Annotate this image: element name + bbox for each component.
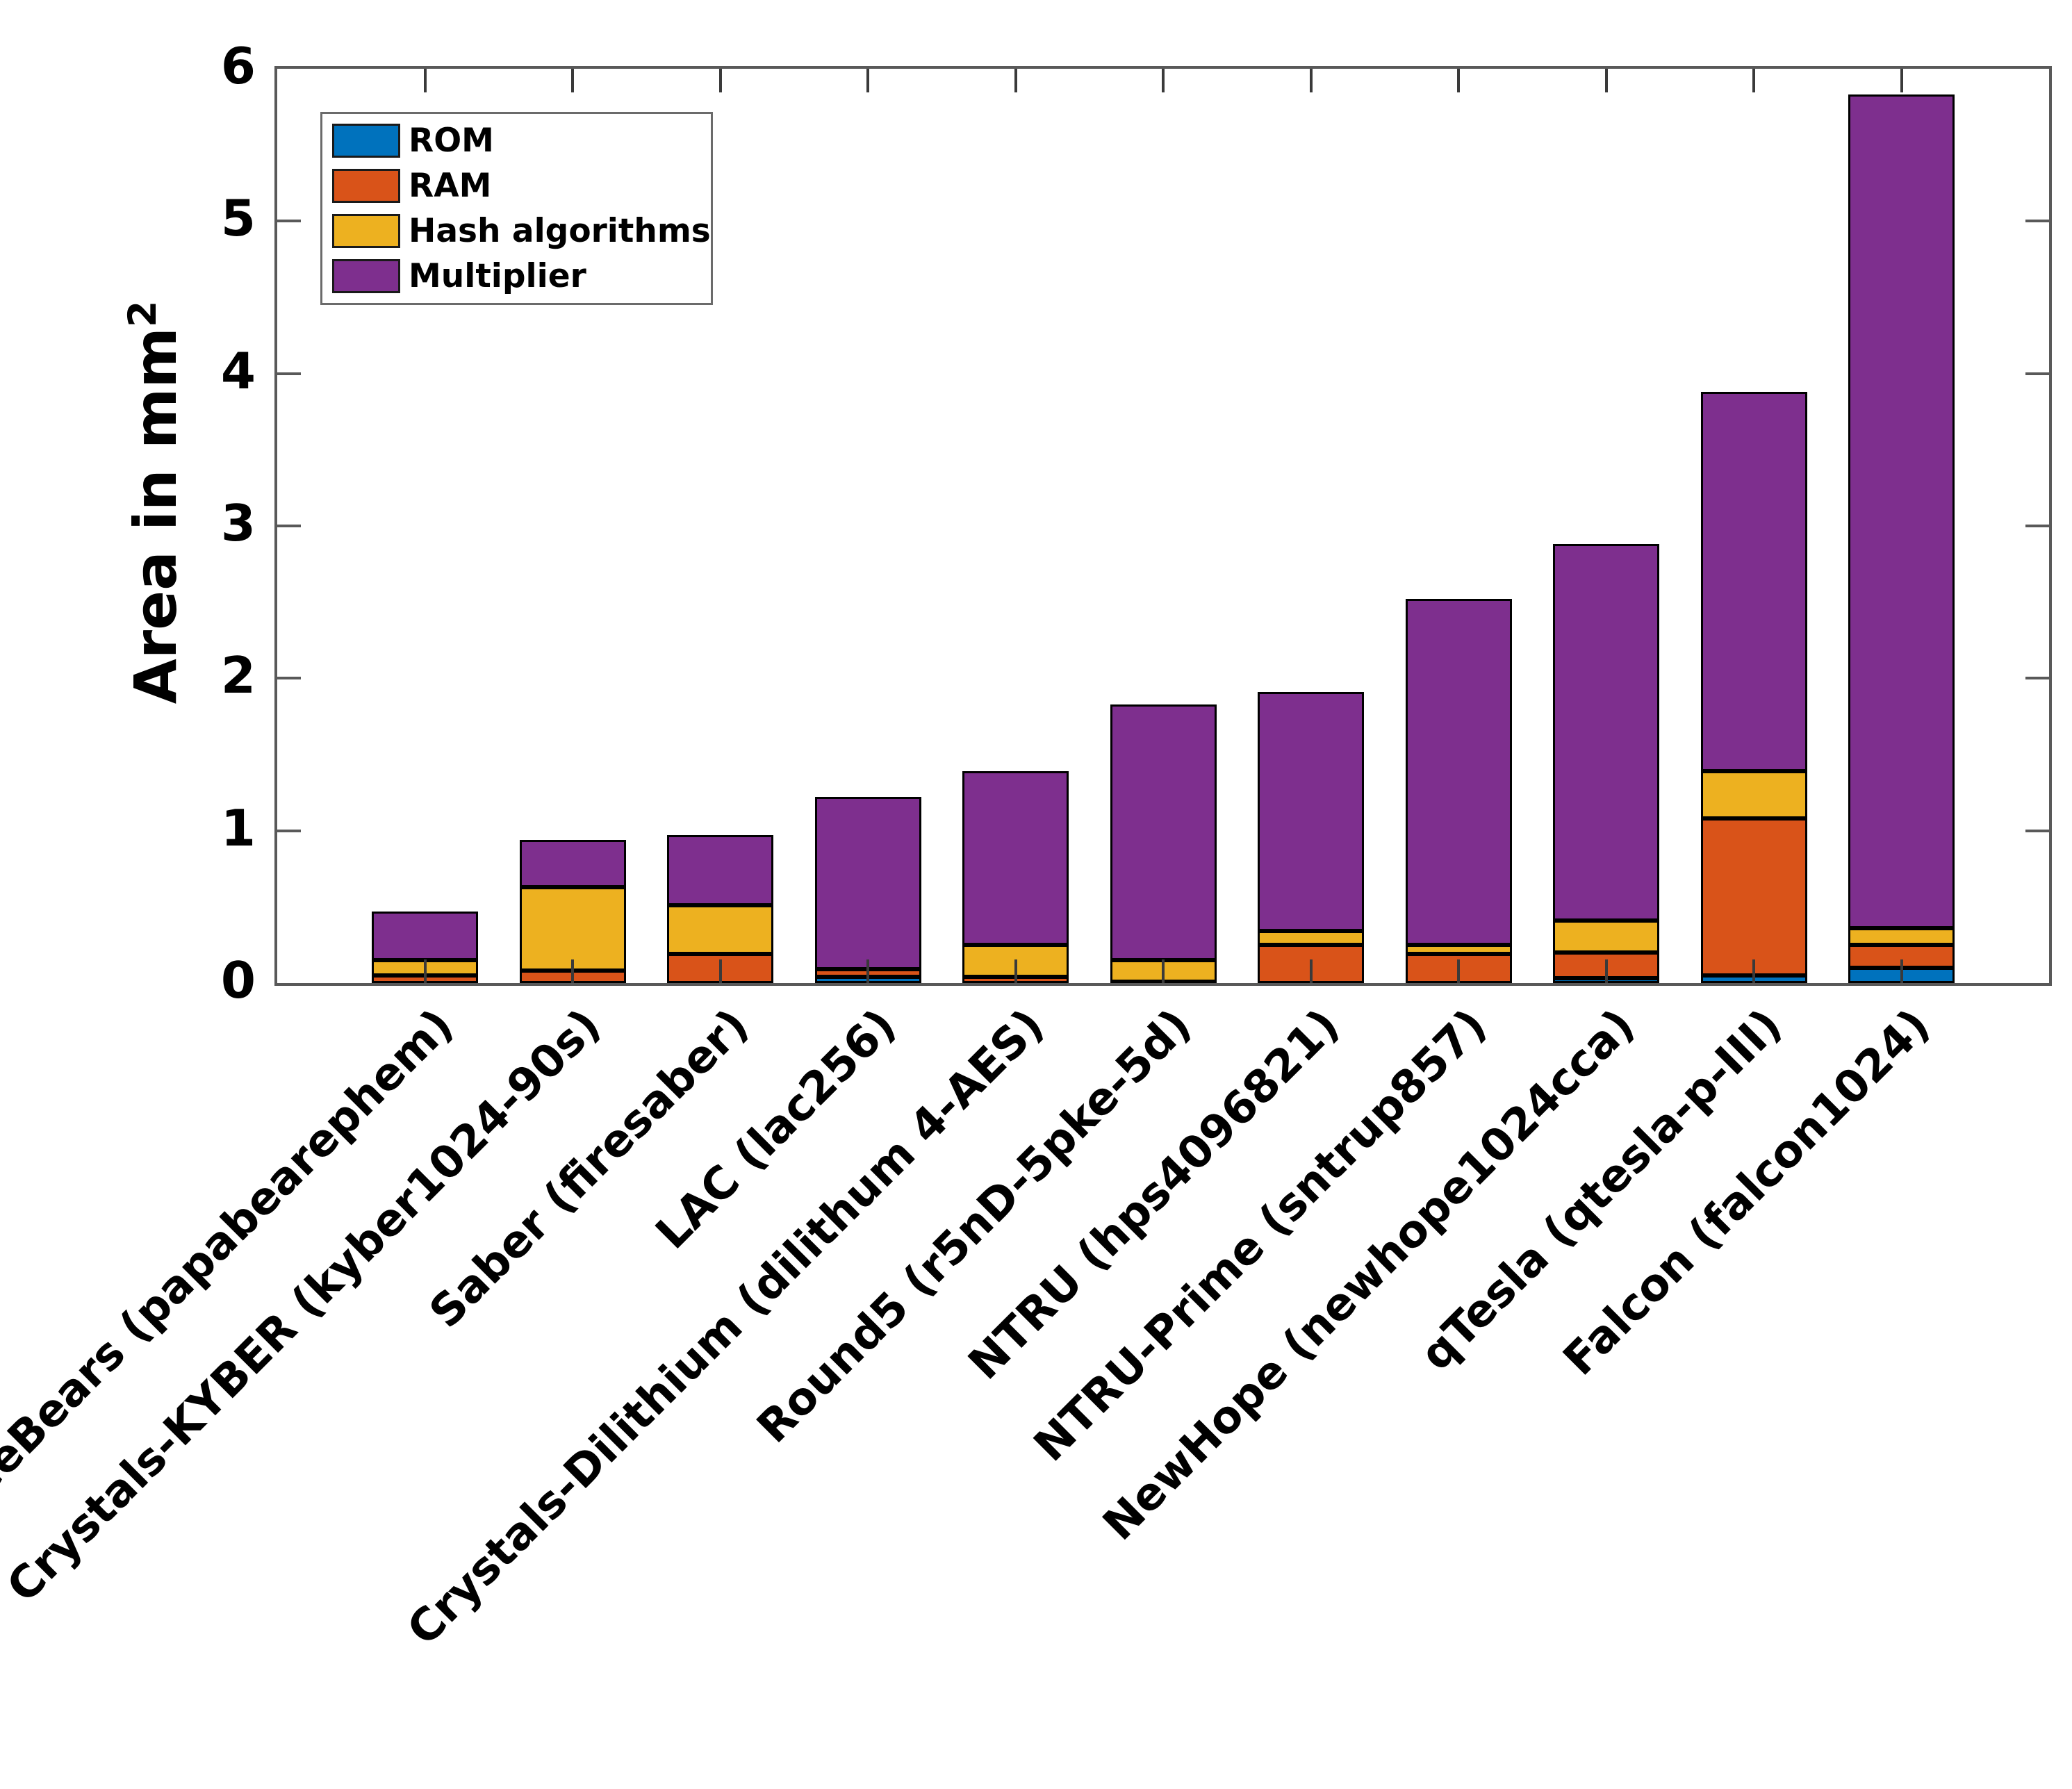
bar-7 — [1258, 69, 1364, 983]
x-tick-mark — [1162, 959, 1165, 983]
y-tick-mark-right — [2025, 677, 2049, 680]
bar-11 — [1848, 69, 1955, 983]
y-tick-label: 4 — [220, 341, 256, 400]
x-tick-mark — [1309, 959, 1313, 983]
legend-swatch — [332, 214, 400, 248]
bar-segment-hash-algorithms — [1405, 945, 1512, 955]
legend: ROM RAM Hash algorithms Multiplier — [320, 112, 713, 305]
y-tick-label: 2 — [220, 646, 256, 705]
x-tick-mark-top — [1604, 69, 1608, 92]
bar-segment-multiplier — [667, 835, 773, 906]
legend-swatch — [332, 124, 400, 158]
y-tick-mark — [277, 525, 301, 527]
x-tick-mark — [718, 959, 722, 983]
legend-entry-hash-algorithms: Hash algorithms — [322, 210, 711, 253]
bar-5 — [962, 69, 1069, 983]
x-tick-mark-top — [1014, 69, 1017, 92]
y-tick-label: 1 — [220, 798, 256, 857]
x-tick-mark-top — [718, 69, 722, 92]
bar-segment-hash-algorithms — [667, 905, 773, 955]
legend-swatch — [332, 169, 400, 203]
bar-4 — [814, 69, 921, 983]
y-tick-label: 0 — [220, 951, 256, 1009]
x-tick-mark — [1900, 959, 1903, 983]
x-tick-mark — [1752, 959, 1755, 983]
x-tick-mark — [1014, 959, 1017, 983]
x-tick-mark-top — [1162, 69, 1165, 92]
legend-label: Hash algorithms — [409, 212, 711, 250]
y-tick-label: 3 — [220, 494, 256, 552]
x-tick-mark — [571, 959, 574, 983]
legend-entry-multiplier: Multiplier — [322, 255, 711, 298]
legend-label: RAM — [409, 167, 492, 205]
bar-3 — [667, 69, 773, 983]
x-tick-mark — [1604, 959, 1608, 983]
legend-entry-rom: ROM — [322, 119, 711, 163]
plot-area: ROM RAM Hash algorithms Multiplier — [274, 66, 2052, 986]
bar-segment-multiplier — [1258, 692, 1364, 932]
bar-segment-hash-algorithms — [519, 887, 626, 971]
x-tick-mark — [1457, 959, 1460, 983]
legend-swatch — [332, 259, 400, 293]
y-tick-label: 5 — [220, 189, 256, 248]
bar-8 — [1405, 69, 1512, 983]
bar-10 — [1700, 69, 1807, 983]
x-tick-mark-top — [1309, 69, 1313, 92]
bar-9 — [1553, 69, 1659, 983]
bar-segment-multiplier — [372, 911, 478, 961]
bar-segment-multiplier — [1405, 599, 1512, 946]
y-tick-mark-right — [2025, 525, 2049, 527]
legend-entry-ram: RAM — [322, 165, 711, 208]
x-tick-mark-top — [866, 69, 869, 92]
bar-segment-ram — [1700, 818, 1807, 976]
y-tick-mark — [277, 677, 301, 680]
bar-segment-multiplier — [1700, 392, 1807, 772]
x-tick-mark-top — [1457, 69, 1460, 92]
bar-segment-multiplier — [1553, 544, 1659, 921]
y-tick-mark-right — [2025, 220, 2049, 223]
y-tick-mark — [277, 220, 301, 223]
y-tick-mark — [277, 372, 301, 375]
x-tick-mark — [866, 959, 869, 983]
bar-segment-multiplier — [814, 797, 921, 970]
bar-segment-hash-algorithms — [1848, 928, 1955, 946]
y-tick-label: 6 — [220, 37, 256, 95]
legend-label: ROM — [409, 122, 494, 160]
y-tick-mark-right — [2025, 372, 2049, 375]
bar-segment-multiplier — [519, 839, 626, 887]
y-tick-mark — [277, 829, 301, 832]
x-tick-mark-top — [1900, 69, 1903, 92]
y-axis-title-superscript: 2 — [120, 300, 165, 328]
bar-6 — [1110, 69, 1217, 983]
x-tick-mark — [423, 959, 427, 983]
y-tick-mark-right — [2025, 829, 2049, 832]
bar-segment-hash-algorithms — [1700, 771, 1807, 819]
bar-segment-multiplier — [962, 771, 1069, 946]
legend-label: Multiplier — [409, 257, 586, 295]
bar-segment-hash-algorithms — [1258, 931, 1364, 946]
bar-segment-multiplier — [1848, 94, 1955, 929]
bar-segment-hash-algorithms — [1553, 921, 1659, 953]
x-tick-mark-top — [1752, 69, 1755, 92]
x-tick-mark-top — [571, 69, 574, 92]
bar-segment-multiplier — [1110, 704, 1217, 961]
x-tick-mark-top — [423, 69, 427, 92]
